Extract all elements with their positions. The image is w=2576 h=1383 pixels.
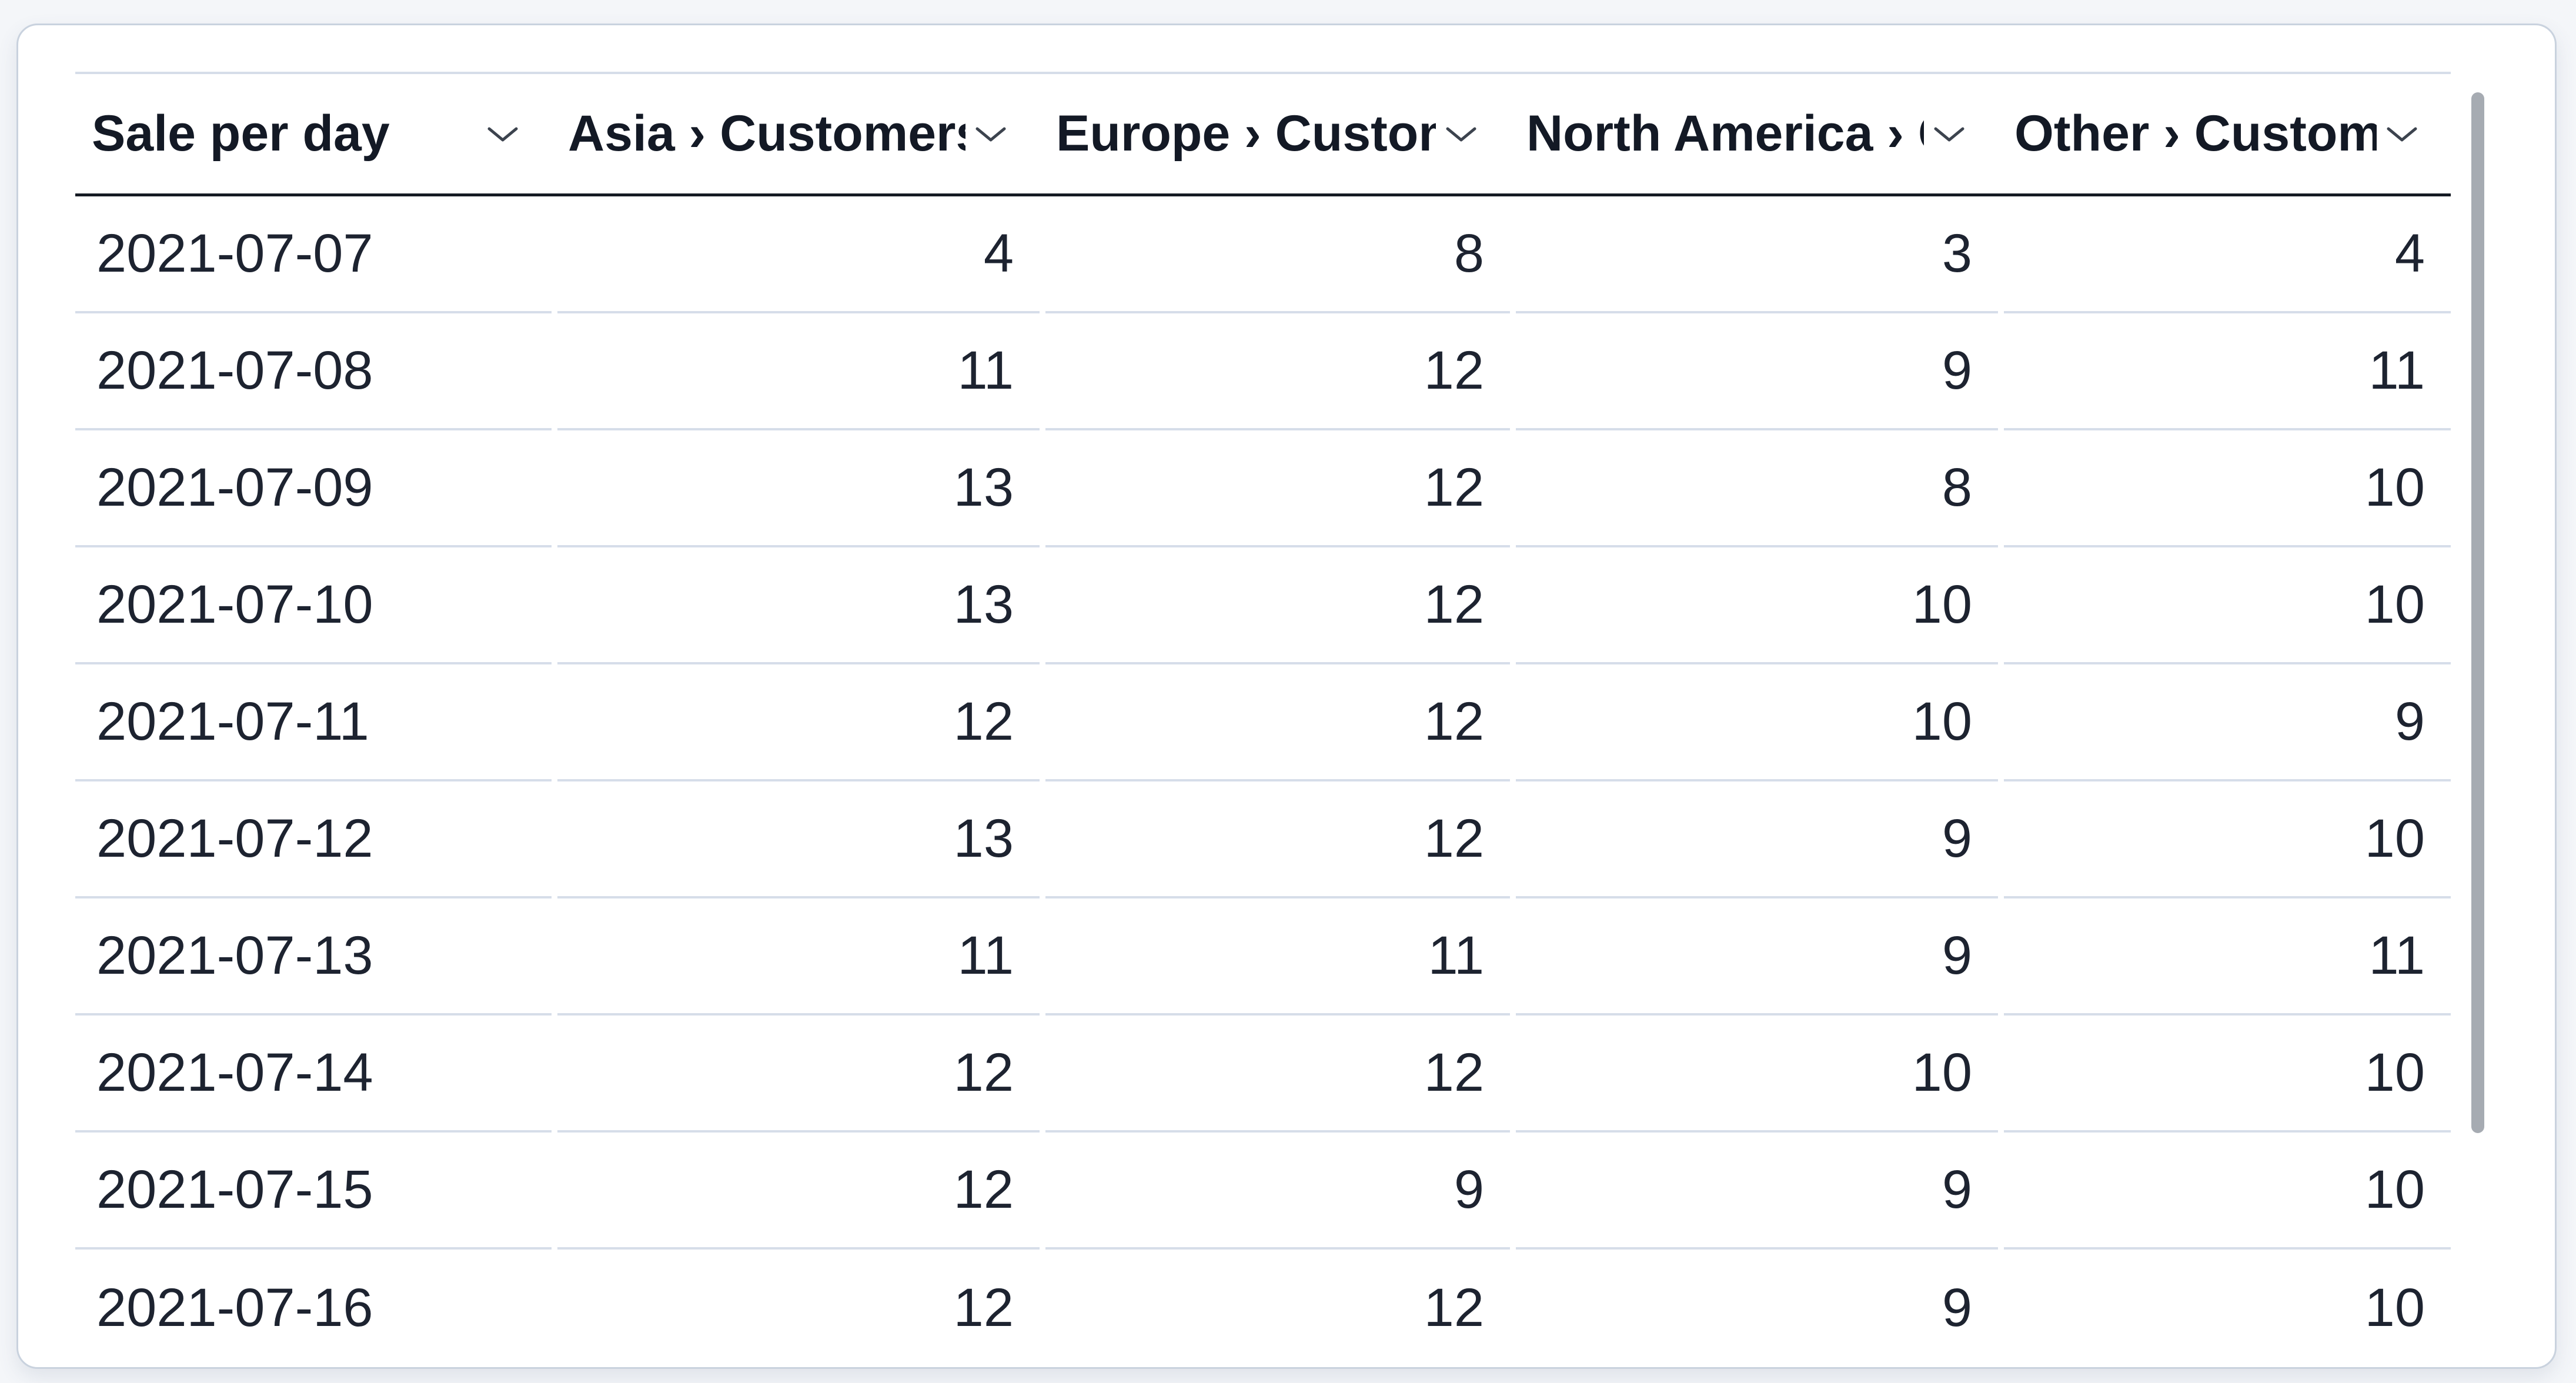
table-row: 2021-07-09 13 12 8 10 (75, 430, 2451, 547)
table-row: 2021-07-13 11 11 9 11 (75, 898, 2451, 1015)
asia-customers-cell: 11 (557, 898, 1040, 1015)
asia-customers-cell: 11 (557, 313, 1040, 430)
europe-customers-cell: 9 (1045, 1133, 1510, 1250)
other-customers-cell: 10 (2004, 547, 2451, 664)
europe-customers-cell: 8 (1045, 196, 1510, 313)
column-header-europe-customers[interactable]: Europe › Customers (1045, 74, 1510, 193)
chevron-down-icon[interactable] (486, 125, 519, 143)
column-header-label: North America › Customers (1526, 105, 1924, 162)
europe-customers-cell: 12 (1045, 1015, 1510, 1133)
asia-customers-cell: 12 (953, 1278, 1014, 1338)
europe-customers-cell: 12 (1424, 1278, 1484, 1338)
date-cell: 2021-07-15 (75, 1133, 552, 1250)
date-cell: 2021-07-07 (75, 196, 552, 313)
column-header-north-america-customers[interactable]: North America › Customers (1516, 74, 1998, 193)
table-row: 2021-07-11 12 12 10 9 (75, 664, 2451, 781)
table-row: 2021-07-07 4 8 3 4 (75, 196, 2451, 313)
asia-customers-cell: 12 (557, 664, 1040, 781)
other-customers-cell: 11 (2004, 313, 2451, 430)
north-america-customers-cell: 10 (1516, 1015, 1998, 1133)
europe-customers-cell: 12 (1045, 313, 1510, 430)
column-header-other-customers[interactable]: Other › Customers (2004, 74, 2451, 193)
date-cell: 2021-07-10 (75, 547, 552, 664)
north-america-customers-cell: 9 (1516, 1133, 1998, 1250)
north-america-customers-cell: 9 (1516, 898, 1998, 1015)
north-america-customers-cell: 8 (1516, 430, 1998, 547)
europe-customers-cell: 12 (1045, 664, 1510, 781)
other-customers-cell: 4 (2004, 196, 2451, 313)
other-customers-cell: 10 (2004, 1133, 2451, 1250)
chevron-down-icon[interactable] (1445, 125, 1478, 143)
other-customers-cell: 10 (2004, 430, 2451, 547)
date-cell: 2021-07-14 (75, 1015, 552, 1133)
other-customers-cell: 10 (2004, 1015, 2451, 1133)
table-row: 2021-07-14 12 12 10 10 (75, 1015, 2451, 1133)
north-america-customers-cell: 9 (1942, 1278, 1972, 1338)
column-header-label: Europe › Customers (1056, 105, 1436, 162)
table-body: 2021-07-07 4 8 3 4 2021-07-08 11 12 9 11… (75, 196, 2451, 1367)
asia-customers-cell: 13 (557, 430, 1040, 547)
data-table: Sale per day Asia › Customers Europe › C… (75, 72, 2451, 1367)
north-america-customers-cell: 9 (1516, 313, 1998, 430)
column-header-asia-customers[interactable]: Asia › Customers (557, 74, 1040, 193)
table-row: 2021-07-12 13 12 9 10 (75, 781, 2451, 898)
date-cell: 2021-07-08 (75, 313, 552, 430)
column-header-sale-per-day[interactable]: Sale per day (75, 74, 552, 193)
table-row: 2021-07-08 11 12 9 11 (75, 313, 2451, 430)
table-row: 2021-07-15 12 9 9 10 (75, 1133, 2451, 1250)
asia-customers-cell: 12 (557, 1015, 1040, 1133)
vertical-scrollbar-thumb[interactable] (2471, 92, 2484, 1133)
column-header-label: Sale per day (92, 105, 390, 162)
asia-customers-cell: 4 (557, 196, 1040, 313)
column-header-label: Asia › Customers (568, 105, 965, 162)
other-customers-cell: 9 (2004, 664, 2451, 781)
date-cell: 2021-07-13 (75, 898, 552, 1015)
table-card: Sale per day Asia › Customers Europe › C… (16, 24, 2557, 1369)
europe-customers-cell: 11 (1045, 898, 1510, 1015)
chevron-down-icon[interactable] (974, 125, 1007, 143)
chevron-down-icon[interactable] (1933, 125, 1966, 143)
date-cell: 2021-07-16 (96, 1278, 373, 1338)
table-row: 2021-07-10 13 12 10 10 (75, 547, 2451, 664)
europe-customers-cell: 12 (1045, 430, 1510, 547)
other-customers-cell: 10 (2004, 781, 2451, 898)
asia-customers-cell: 12 (557, 1133, 1040, 1250)
column-header-label: Other › Customers (2014, 105, 2377, 162)
north-america-customers-cell: 10 (1516, 664, 1998, 781)
asia-customers-cell: 13 (557, 547, 1040, 664)
date-cell: 2021-07-12 (75, 781, 552, 898)
date-cell: 2021-07-11 (75, 664, 552, 781)
europe-customers-cell: 12 (1045, 781, 1510, 898)
europe-customers-cell: 12 (1045, 547, 1510, 664)
table-row: 2021-07-16 12 12 9 10 (75, 1250, 2451, 1367)
north-america-customers-cell: 9 (1516, 781, 1998, 898)
other-customers-cell: 10 (2364, 1278, 2425, 1338)
date-cell: 2021-07-09 (75, 430, 552, 547)
other-customers-cell: 11 (2004, 898, 2451, 1015)
asia-customers-cell: 13 (557, 781, 1040, 898)
table-header-row: Sale per day Asia › Customers Europe › C… (75, 72, 2451, 196)
chevron-down-icon[interactable] (2385, 125, 2418, 143)
north-america-customers-cell: 3 (1516, 196, 1998, 313)
north-america-customers-cell: 10 (1516, 547, 1998, 664)
